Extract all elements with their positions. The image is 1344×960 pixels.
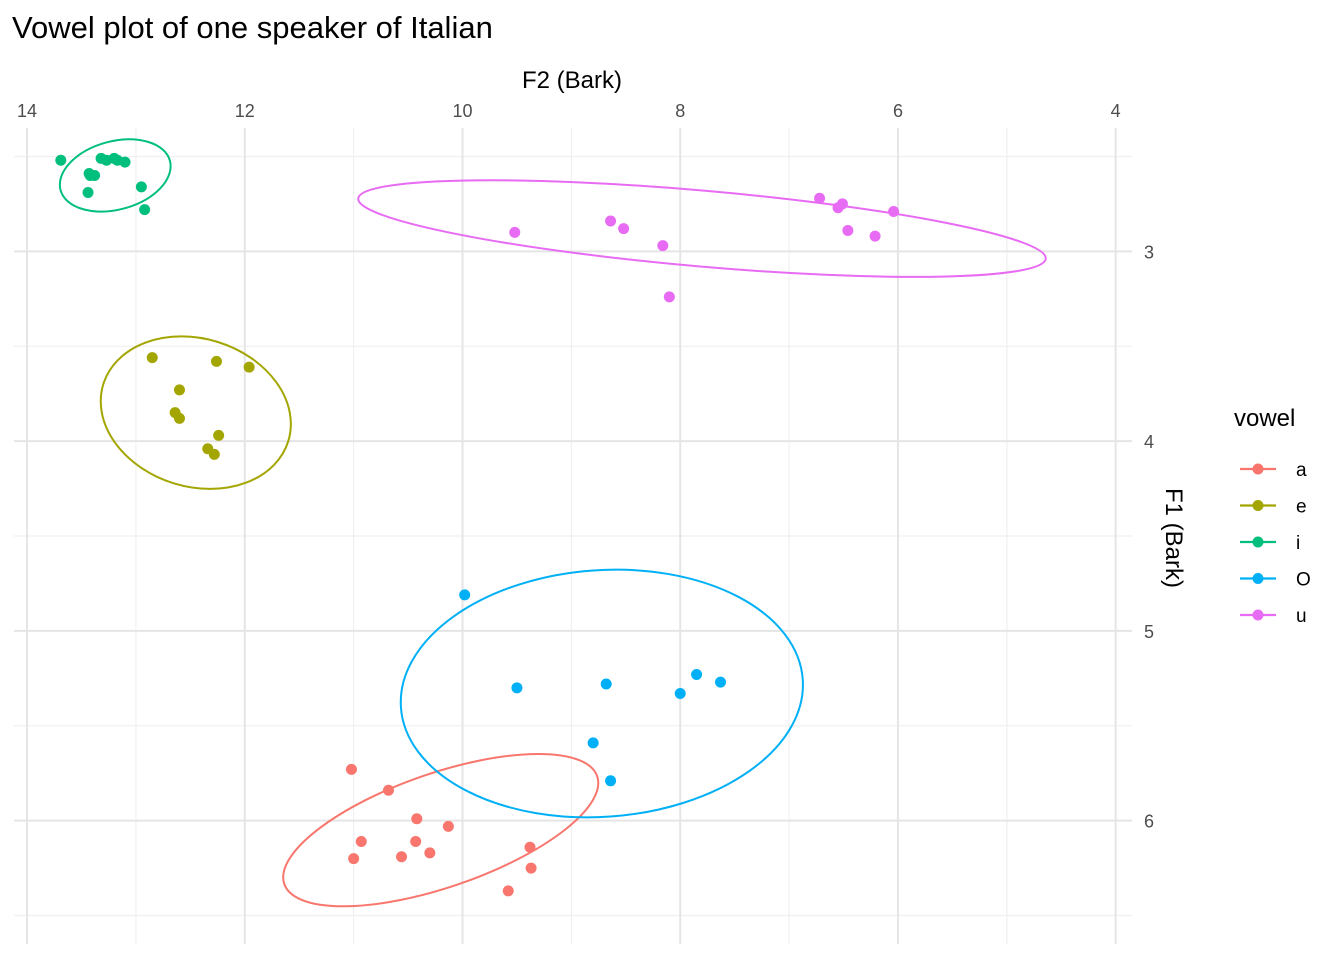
point-e-0 [146,352,158,364]
point-O-7 [605,775,617,787]
point-a-0 [345,763,357,775]
point-e-8 [208,448,220,460]
legend-item-e: e [1240,497,1307,518]
point-u-0 [509,226,521,238]
point-u-5 [814,192,826,204]
confidence-ellipses [58,138,1047,908]
point-i-8 [84,169,96,181]
x-tick-label-14: 14 [17,101,37,121]
ellipse-u [357,179,1047,278]
legend-label-a: a [1296,460,1307,481]
point-O-3 [691,669,703,681]
ellipse-a [282,752,600,908]
point-e-3 [173,384,185,396]
ellipse-O [399,568,804,819]
y-tick-label-4: 4 [1144,432,1154,452]
point-u-9 [869,230,881,242]
point-O-5 [674,688,686,700]
point-u-7 [832,202,844,214]
x-tick-label-12: 12 [235,101,255,121]
legend-item-a: a [1240,460,1307,481]
legend-key-e [1252,500,1264,511]
point-i-5 [119,156,131,168]
x-tick-label-4: 4 [1111,101,1121,121]
x-tick-label-8: 8 [675,101,685,121]
point-e-1 [210,355,222,367]
legend-item-i: i [1240,533,1300,554]
y-tick-label-6: 6 [1144,812,1154,832]
point-u-8 [842,224,854,236]
major-gridlines [14,128,1132,944]
y-axis-title: F1 (Bark) [1160,488,1187,588]
point-a-11 [502,885,514,897]
legend-label-u: u [1296,606,1307,627]
legend-key-u [1252,609,1264,621]
point-u-1 [605,215,617,227]
y-tick-labels: 3 4 5 6 [1144,242,1154,831]
legend-label-O: O [1296,570,1311,591]
x-tick-labels: 14 12 10 8 6 4 [17,101,1121,121]
ellipse-e [99,335,292,490]
point-u-2 [618,223,630,235]
point-O-6 [587,737,599,749]
legend-key-i [1252,536,1264,548]
x-axis-title: F2 (Bark) [522,67,622,94]
legend-key-O [1252,573,1264,584]
x-tick-label-10: 10 [452,101,472,121]
point-a-8 [348,853,360,865]
point-i-11 [139,204,151,216]
point-a-4 [355,836,367,848]
point-a-10 [525,862,537,874]
point-u-10 [888,205,900,217]
y-tick-label-5: 5 [1144,622,1154,642]
point-O-1 [511,682,523,694]
point-i-9 [135,181,147,193]
legend-label-e: e [1296,497,1307,518]
point-u-4 [663,291,675,303]
point-e-6 [213,429,225,441]
x-tick-label-6: 6 [893,101,903,121]
legend-item-O: O [1240,570,1311,591]
minor-gridlines [14,128,1132,944]
point-a-2 [411,813,423,825]
point-a-3 [442,820,454,832]
point-a-9 [524,841,536,853]
point-a-5 [410,836,422,848]
point-e-5 [173,412,185,424]
point-a-1 [382,784,394,796]
point-a-7 [396,851,408,863]
y-tick-label-3: 3 [1144,242,1154,262]
legend-item-u: u [1240,606,1307,627]
point-O-4 [715,676,727,688]
point-a-6 [424,847,436,859]
point-u-3 [657,240,669,252]
point-i-10 [82,187,94,199]
point-O-2 [600,678,612,690]
legend-title: vowel [1234,405,1295,432]
ellipse-i [58,138,172,213]
legend-key-a [1252,463,1264,475]
chart-title: Vowel plot of one speaker of Italian [12,10,493,45]
point-e-2 [243,361,255,373]
point-O-0 [459,589,471,601]
data-points [55,152,900,897]
point-i-0 [55,154,67,166]
legend-label-i: i [1296,533,1300,554]
